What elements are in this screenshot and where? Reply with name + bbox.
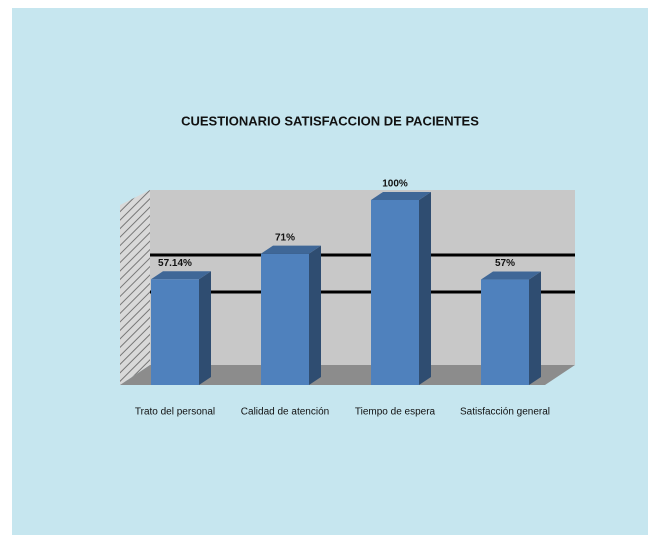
x-tick-label: Trato del personal [135, 407, 215, 418]
side-wall [120, 190, 150, 385]
bar-front [481, 279, 529, 385]
x-tick-label: Tiempo de espera [355, 407, 436, 418]
bar-front [371, 200, 419, 385]
bar-top [481, 271, 541, 280]
value-label: 100% [382, 179, 408, 190]
bar-side [529, 271, 541, 385]
bar [371, 192, 431, 385]
bar-top [151, 271, 211, 280]
bar-side [199, 271, 211, 385]
bar-side [309, 245, 321, 385]
value-label: 57.14% [158, 258, 192, 269]
floor [120, 365, 575, 385]
value-label: 71% [275, 232, 295, 243]
bar-top [261, 245, 321, 254]
bar-top [371, 192, 431, 200]
bar-front [151, 279, 199, 385]
bar [151, 271, 211, 385]
x-tick-label: Calidad de atención [241, 407, 329, 418]
bar [481, 271, 541, 385]
bar-front [261, 253, 309, 385]
value-label: 57% [495, 258, 515, 269]
bar-side [419, 192, 431, 385]
chart-title: CUESTIONARIO SATISFACCION DE PACIENTES [181, 113, 479, 128]
bar [261, 245, 321, 385]
x-tick-label: Satisfacción general [460, 407, 550, 418]
